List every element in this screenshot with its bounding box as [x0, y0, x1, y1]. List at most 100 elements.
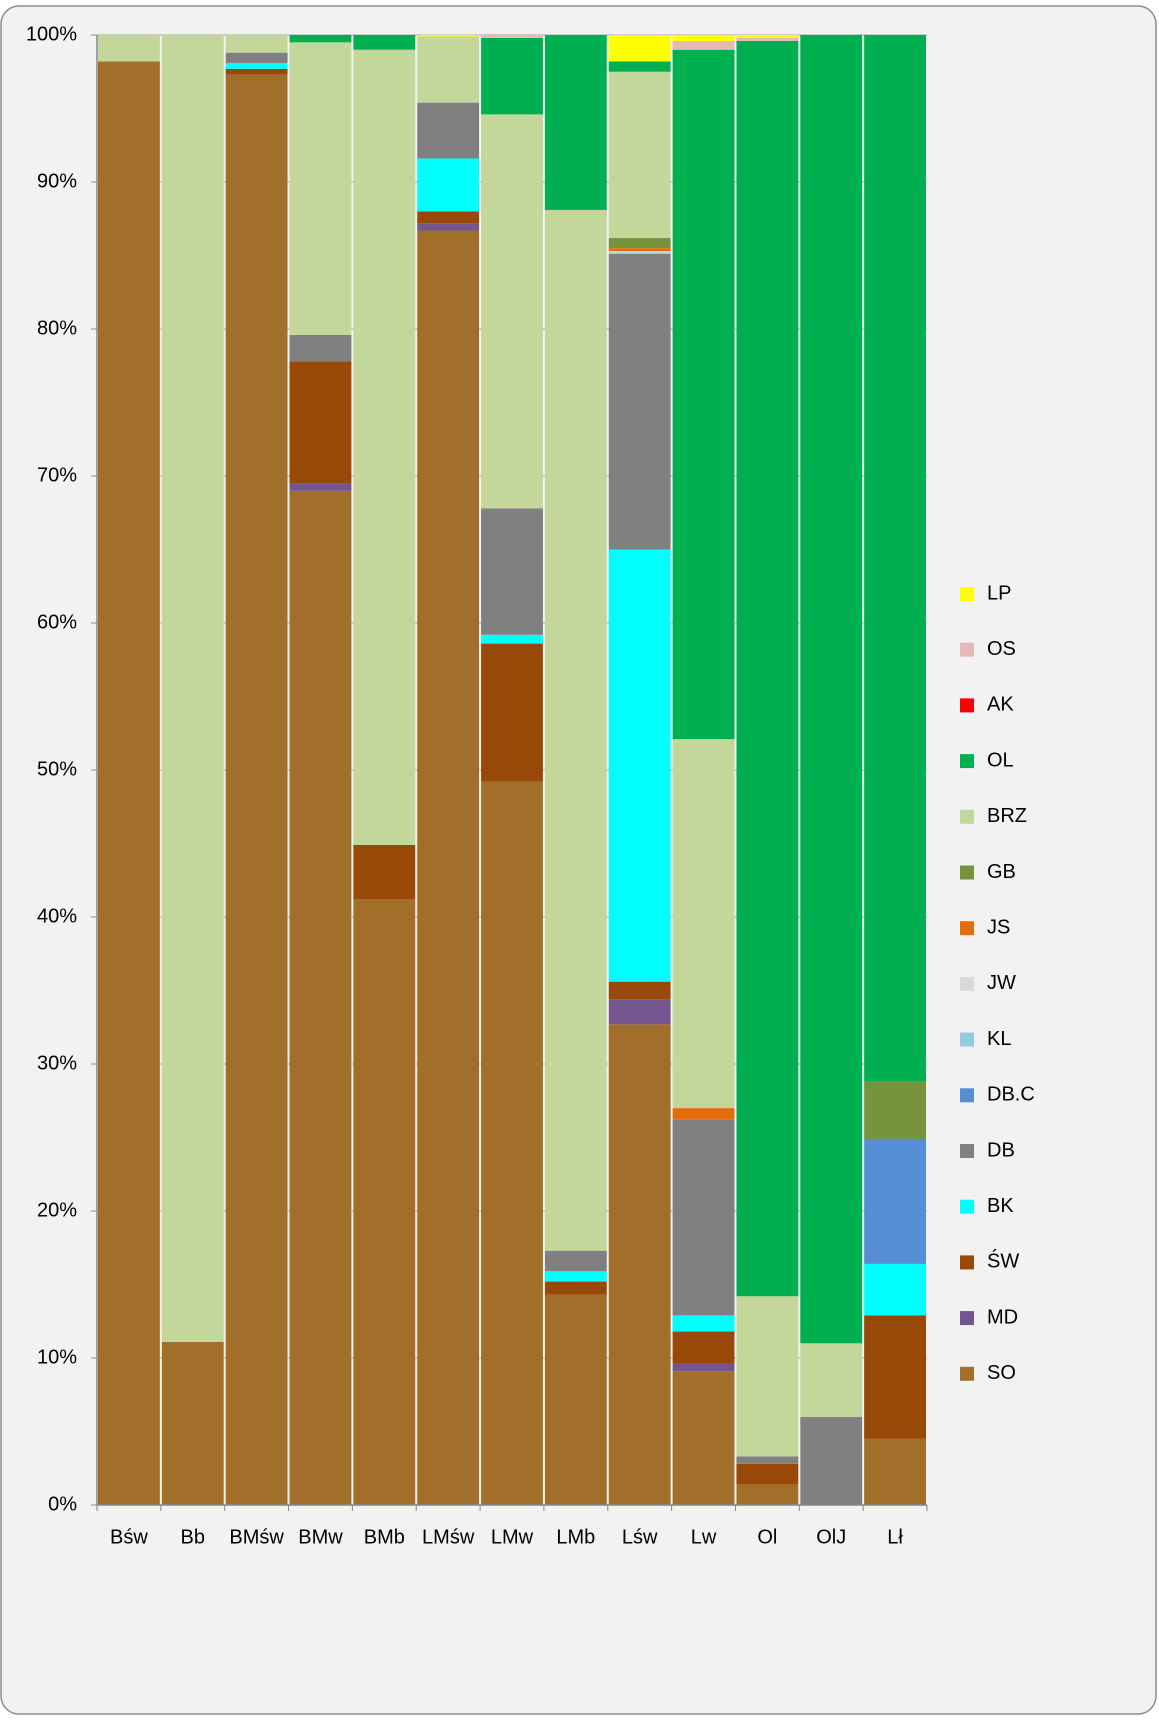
legend-label: BK — [987, 1195, 1014, 1217]
bar-segment — [672, 1108, 735, 1120]
x-tick-label: LMśw — [422, 1526, 475, 1548]
x-tick-label: BMw — [298, 1526, 343, 1548]
bar-segment — [417, 211, 480, 224]
bar-segment — [608, 35, 671, 62]
bar-segment — [672, 49, 735, 740]
bar-segment — [289, 361, 352, 484]
bar-segment — [736, 1456, 799, 1464]
bar-segment — [672, 1119, 735, 1316]
bar-segment — [544, 1281, 607, 1295]
y-tick-label: 90% — [37, 170, 77, 192]
bar-segment — [608, 71, 671, 238]
bar-segment — [864, 1138, 926, 1264]
bar-segment — [672, 40, 735, 50]
bar-segment — [353, 899, 416, 1505]
y-tick-label: 100% — [26, 23, 77, 45]
legend-label: MD — [987, 1306, 1018, 1328]
legend-label: JS — [987, 916, 1010, 938]
bar-segment — [800, 1416, 863, 1505]
bar-segment — [161, 1341, 224, 1505]
bar-segment — [98, 61, 160, 1506]
legend-swatch — [960, 1255, 974, 1270]
bar-segment — [672, 739, 735, 1109]
bar-segment — [289, 483, 352, 491]
y-tick-label: 60% — [37, 611, 77, 633]
y-tick-label: 0% — [48, 1493, 77, 1515]
legend-label: ŚW — [987, 1249, 1019, 1273]
bar-segment — [608, 981, 671, 1000]
bar-segment — [736, 1484, 799, 1505]
bar-segment — [225, 52, 288, 63]
bar-segment — [225, 74, 288, 1506]
legend-label: SO — [987, 1362, 1016, 1384]
x-tick-label: LMw — [491, 1526, 534, 1548]
x-tick-label: Bb — [181, 1526, 205, 1548]
bar-segment — [736, 40, 799, 1297]
legend-label: OL — [987, 749, 1014, 771]
bar-segment — [225, 68, 288, 75]
bar-segment — [608, 248, 671, 252]
bar-segment — [98, 35, 160, 62]
x-tick-label: Lw — [691, 1526, 717, 1548]
x-tick-label: Lśw — [622, 1526, 658, 1548]
bar-segment — [225, 35, 288, 53]
bar-segment — [608, 61, 671, 72]
bar-segment — [800, 35, 863, 1344]
bar-segment — [672, 1371, 735, 1505]
y-tick-label: 20% — [37, 1199, 77, 1221]
legend-label: LP — [987, 582, 1011, 604]
legend-label: KL — [987, 1028, 1011, 1050]
bar-segment — [736, 1296, 799, 1457]
x-tick-label: Bśw — [110, 1526, 148, 1548]
bar-segment — [864, 1263, 926, 1316]
legend-label: JW — [987, 972, 1016, 994]
legend-swatch — [960, 642, 974, 657]
bar-segment — [161, 35, 224, 1342]
bar-segment — [417, 36, 480, 103]
bar-segment — [417, 35, 480, 37]
bar-segment — [672, 1363, 735, 1372]
y-tick-label: 70% — [37, 464, 77, 486]
bar-segment — [289, 334, 352, 362]
bar-segment — [417, 223, 480, 231]
bar-segment — [608, 549, 671, 982]
y-tick-label: 50% — [37, 758, 77, 780]
x-tick-label: BMśw — [229, 1526, 284, 1548]
bar-segment — [353, 49, 416, 845]
x-tick-label: OlJ — [816, 1526, 846, 1548]
bar-segment — [417, 102, 480, 159]
bar-segment — [481, 114, 543, 509]
legend-swatch — [960, 1366, 974, 1381]
bar-segment — [864, 1081, 926, 1139]
bar-segment — [544, 1271, 607, 1282]
y-tick-label: 10% — [37, 1346, 77, 1368]
legend-swatch — [960, 865, 974, 880]
bar-segment — [544, 1294, 607, 1505]
bar-segment — [289, 42, 352, 335]
legend-label: AK — [987, 694, 1014, 716]
bar-segment — [353, 35, 416, 50]
bar-segment — [864, 1438, 926, 1505]
bar-segment — [736, 35, 799, 38]
bar-segment — [608, 251, 671, 253]
bar-segment — [289, 35, 352, 43]
legend-label: OS — [987, 638, 1016, 660]
bar-segment — [544, 35, 607, 210]
y-tick-label: 80% — [37, 317, 77, 339]
bar-segment — [225, 62, 288, 69]
legend-label: DB — [987, 1139, 1015, 1161]
bar-segment — [353, 844, 416, 900]
bar-segment — [672, 1331, 735, 1364]
legend-swatch — [960, 754, 974, 769]
bar-segment — [289, 490, 352, 1505]
bar-segment — [544, 1250, 607, 1272]
x-tick-label: BMb — [364, 1526, 405, 1548]
bar-segment — [481, 634, 543, 644]
x-tick-label: LMb — [556, 1526, 595, 1548]
legend-swatch — [960, 809, 974, 824]
x-tick-label: Lł — [887, 1526, 903, 1548]
legend-swatch — [960, 1199, 974, 1214]
x-tick-label: Ol — [757, 1526, 777, 1548]
bar-segment — [864, 35, 926, 1082]
